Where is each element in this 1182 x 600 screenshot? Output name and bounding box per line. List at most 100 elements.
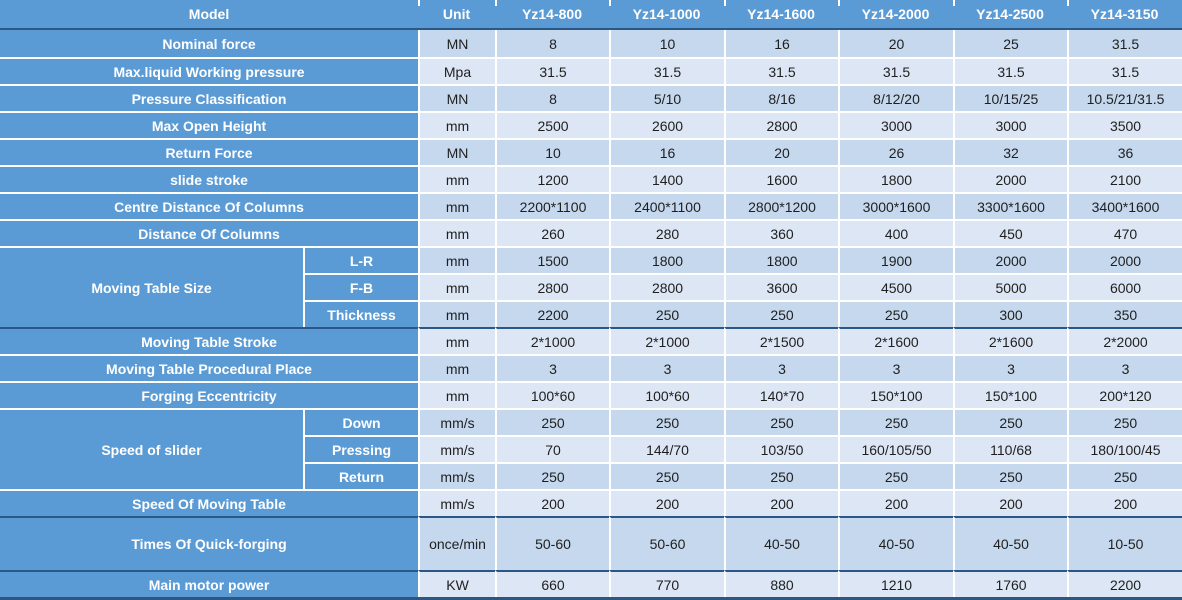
value-cell: 1800 — [724, 246, 839, 273]
unit-cell: MN — [418, 84, 496, 111]
group-label: Speed of slider — [0, 408, 303, 489]
spec-row: Nominal force MN 8 10 16 20 25 31.5 — [0, 30, 1182, 57]
value-cell: 110/68 — [953, 435, 1068, 462]
sub-label: L-R — [303, 246, 419, 273]
sub-label: F-B — [303, 273, 419, 300]
value-cell: 250 — [495, 462, 610, 489]
value-cell: 40-50 — [724, 516, 839, 570]
row-label: Forging Eccentricity — [0, 381, 419, 408]
value-cell: 144/70 — [609, 435, 725, 462]
value-cell: 2500 — [495, 111, 610, 138]
unit-cell: mm — [418, 354, 496, 381]
value-cell: 31.5 — [838, 57, 954, 84]
value-cell: 200 — [953, 489, 1068, 516]
value-cell: 3 — [1067, 354, 1182, 381]
value-cell: 10/15/25 — [953, 84, 1068, 111]
value-cell: 1210 — [838, 570, 954, 597]
model-column-header: Yz14-800 — [495, 0, 610, 30]
unit-cell: once/min — [418, 516, 496, 570]
value-cell: 3 — [495, 354, 610, 381]
row-label: Max Open Height — [0, 111, 419, 138]
value-cell: 10 — [609, 30, 725, 57]
group-label: Moving Table Size — [0, 246, 303, 327]
value-cell: 470 — [1067, 219, 1182, 246]
spec-row: Pressing mm/s 70 144/70 103/50 160/105/50 110/… — [0, 435, 1182, 462]
value-cell: 8/16 — [724, 84, 839, 111]
row-label: Max.liquid Working pressure — [0, 57, 419, 84]
spec-row: Distance Of Columns mm 260 280 360 400 450 470 — [0, 219, 1182, 246]
row-label: Pressure Classification — [0, 84, 419, 111]
value-cell: 150*100 — [838, 381, 954, 408]
value-cell: 3000*1600 — [838, 192, 954, 219]
value-cell: 1500 — [495, 246, 610, 273]
value-cell: 40-50 — [953, 516, 1068, 570]
value-cell: 70 — [495, 435, 610, 462]
unit-cell: mm — [418, 327, 496, 354]
value-cell: 8 — [495, 84, 610, 111]
model-column-header: Yz14-2500 — [953, 0, 1068, 30]
value-cell: 2100 — [1067, 165, 1182, 192]
value-cell: 770 — [609, 570, 725, 597]
value-cell: 2*2000 — [1067, 327, 1182, 354]
row-label: Moving Table Stroke — [0, 327, 419, 354]
value-cell: 250 — [838, 408, 954, 435]
unit-cell: mm — [418, 165, 496, 192]
value-cell: 20 — [724, 138, 839, 165]
value-cell: 2200 — [495, 300, 610, 327]
value-cell: 200 — [609, 489, 725, 516]
value-cell: 31.5 — [1067, 30, 1182, 57]
value-cell: 350 — [1067, 300, 1182, 327]
row-label: Speed Of Moving Table — [0, 489, 419, 516]
value-cell: 2000 — [953, 165, 1068, 192]
unit-cell: MN — [418, 138, 496, 165]
value-cell: 2000 — [1067, 246, 1182, 273]
spec-row: Thickness mm 2200 250 250 250 300 350 — [0, 300, 1182, 327]
value-cell: 3300*1600 — [953, 192, 1068, 219]
value-cell: 50-60 — [495, 516, 610, 570]
value-cell: 2*1500 — [724, 327, 839, 354]
spec-row: Moving Table Stroke mm 2*1000 2*1000 2*1500 2… — [0, 327, 1182, 354]
value-cell: 160/105/50 — [838, 435, 954, 462]
value-cell: 360 — [724, 219, 839, 246]
unit-cell: mm — [418, 273, 496, 300]
value-cell: 660 — [495, 570, 610, 597]
value-cell: 1600 — [724, 165, 839, 192]
spec-row: Moving Table Size L-R mm 1500 1800 1800 1900 20… — [0, 246, 1182, 327]
row-label: Times Of Quick-forging — [0, 516, 419, 570]
spec-row: F-B mm 2800 2800 3600 4500 5000 6000 — [0, 273, 1182, 300]
spec-row: Centre Distance Of Columns mm 2200*1100 240… — [0, 192, 1182, 219]
value-cell: 1200 — [495, 165, 610, 192]
value-cell: 36 — [1067, 138, 1182, 165]
value-cell: 2800 — [609, 273, 725, 300]
value-cell: 3 — [609, 354, 725, 381]
value-cell: 31.5 — [609, 57, 725, 84]
value-cell: 250 — [609, 408, 725, 435]
value-cell: 40-50 — [838, 516, 954, 570]
unit-cell: mm/s — [418, 435, 496, 462]
value-cell: 450 — [953, 219, 1068, 246]
sub-label: Pressing — [303, 435, 419, 462]
spec-row: Times Of Quick-forging once/min 50-60 50-60… — [0, 516, 1182, 570]
value-cell: 10-50 — [1067, 516, 1182, 570]
spec-row: Max.liquid Working pressure Mpa 31.5 31.5 31… — [0, 57, 1182, 84]
spec-row: Return Force MN 10 16 20 26 32 36 — [0, 138, 1182, 165]
value-cell: 2600 — [609, 111, 725, 138]
spec-row: Moving Table Procedural Place mm 3 3 3 3 3 3 — [0, 354, 1182, 381]
spec-row: Return mm/s 250 250 250 250 250 250 — [0, 462, 1182, 489]
value-cell: 1800 — [838, 165, 954, 192]
value-cell: 280 — [609, 219, 725, 246]
value-cell: 250 — [495, 408, 610, 435]
value-cell: 31.5 — [495, 57, 610, 84]
value-cell: 300 — [953, 300, 1068, 327]
value-cell: 25 — [953, 30, 1068, 57]
value-cell: 250 — [609, 462, 725, 489]
unit-cell: mm — [418, 300, 496, 327]
value-cell: 2000 — [953, 246, 1068, 273]
sub-label: Down — [303, 408, 419, 435]
value-cell: 16 — [724, 30, 839, 57]
value-cell: 50-60 — [609, 516, 725, 570]
value-cell: 3 — [724, 354, 839, 381]
row-label: Moving Table Procedural Place — [0, 354, 419, 381]
value-cell: 4500 — [838, 273, 954, 300]
unit-cell: mm/s — [418, 408, 496, 435]
